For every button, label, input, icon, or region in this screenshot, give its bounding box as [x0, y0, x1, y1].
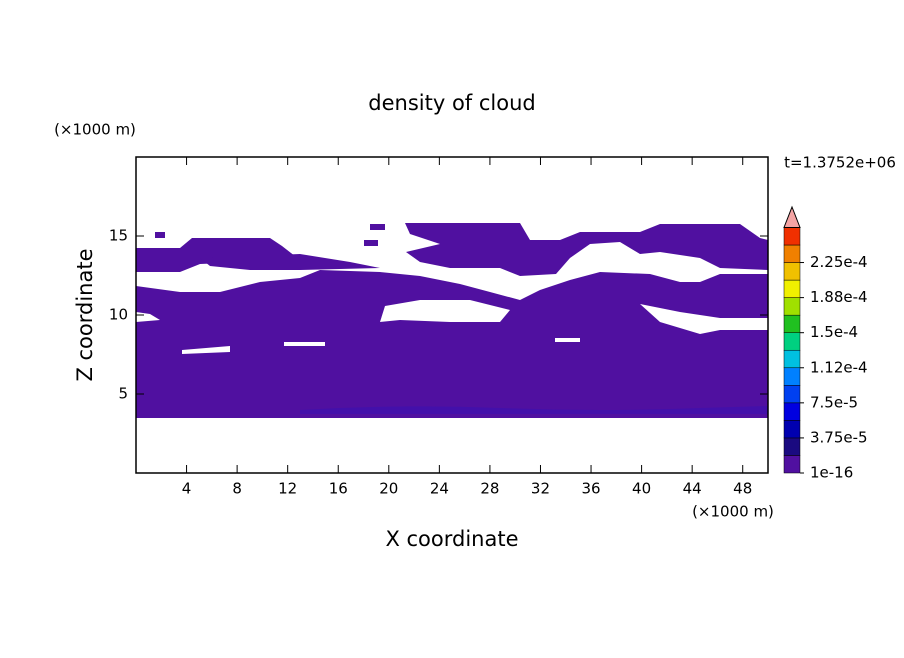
- time-label: t=1.3752e+06: [784, 154, 896, 172]
- x-tick-label: 32: [531, 480, 550, 498]
- contour-region: [370, 224, 385, 230]
- contour-gap: [380, 300, 510, 322]
- contour-field: [136, 223, 768, 418]
- colorbar-band: [783, 420, 801, 439]
- colorbar-band: [783, 349, 801, 369]
- x-unit: (×1000 m): [692, 503, 774, 521]
- colorbar-band: [783, 244, 801, 263]
- colorbar-band: [783, 455, 801, 474]
- colorbar-band: [783, 227, 801, 246]
- x-tick-label: 12: [278, 480, 297, 498]
- contour-region: [364, 240, 378, 246]
- colorbar-band: [783, 437, 801, 456]
- x-tick-label: 40: [632, 480, 651, 498]
- y-tick-label: 15: [109, 227, 128, 245]
- x-tick-label: 36: [581, 480, 600, 498]
- x-tick-label: 24: [430, 480, 449, 498]
- contour-region: [155, 232, 165, 238]
- x-tick-label: 48: [733, 480, 752, 498]
- contour-gap: [284, 342, 325, 346]
- y-tick-label: 5: [118, 385, 128, 403]
- contour-gap: [182, 346, 230, 354]
- x-tick-label: 8: [232, 480, 242, 498]
- colorbar-tick-label: 1.5e-4: [810, 323, 858, 341]
- colorbar-tick-label: 2.25e-4: [810, 253, 868, 271]
- colorbar-tick-label: 3.75e-5: [810, 428, 868, 446]
- colorbar-band: [783, 367, 801, 386]
- x-axis-label: X coordinate: [385, 527, 518, 551]
- colorbar-extend: [783, 205, 801, 228]
- contour-detail: [300, 406, 768, 414]
- colorbar-band: [783, 332, 801, 351]
- contour-gap: [555, 338, 580, 342]
- x-tick-label: 44: [683, 480, 702, 498]
- x-tick-label: 20: [379, 480, 398, 498]
- chart-title: density of cloud: [368, 91, 535, 115]
- contour-region: [405, 223, 768, 276]
- colorbar-tick-label: 7.5e-5: [810, 393, 858, 411]
- contour-gap: [640, 304, 768, 334]
- x-tick-label: 28: [480, 480, 499, 498]
- x-tick-label: 16: [329, 480, 348, 498]
- colorbar-band: [783, 402, 801, 421]
- colorbar-tick-label: 1.88e-4: [810, 288, 868, 306]
- colorbar-tick-label: 1e-16: [810, 464, 853, 482]
- colorbar-band: [783, 297, 801, 316]
- colorbar-band: [783, 279, 801, 298]
- colorbar-band: [783, 314, 801, 333]
- contour-region: [136, 238, 300, 272]
- colorbar-band: [783, 385, 801, 404]
- y-unit: (×1000 m): [54, 121, 136, 139]
- contour-region: [136, 270, 768, 418]
- y-tick-label: 10: [109, 306, 128, 324]
- colorbar-tick-label: 1.12e-4: [810, 358, 868, 376]
- colorbar-band: [783, 262, 801, 281]
- x-tick-label: 4: [182, 480, 192, 498]
- contour-region: [200, 254, 380, 270]
- y-axis-label: Z coordinate: [73, 248, 97, 381]
